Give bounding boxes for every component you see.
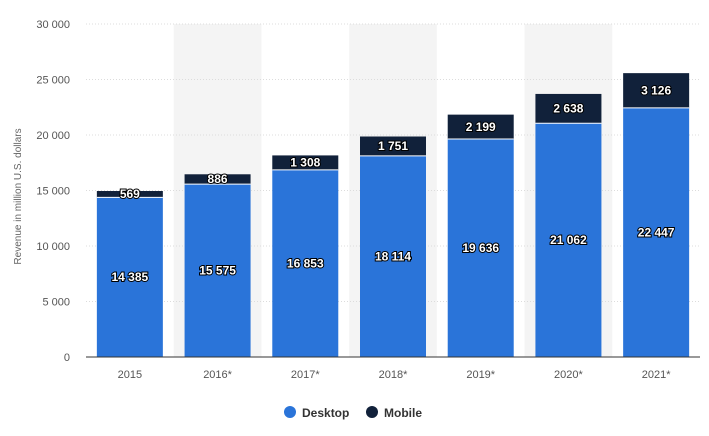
data-label-desktop: 15 575 — [199, 264, 236, 278]
y-tick-label: 10 000 — [36, 241, 70, 253]
bar-desktop[interactable] — [535, 123, 602, 358]
bars: 14 385 569 15 575 886 16 853 1 308 18 114 1 751… — [96, 73, 690, 358]
x-tick-label: 2016* — [203, 369, 232, 381]
data-label-mobile: 2 638 — [553, 102, 583, 116]
data-label-mobile: 1 751 — [378, 139, 408, 153]
bar-desktop[interactable] — [360, 155, 426, 357]
y-tick-label: 0 — [64, 352, 70, 364]
data-label-desktop: 22 447 — [638, 225, 675, 239]
data-label-mobile: 569 — [120, 187, 140, 201]
x-tick-label: 2020* — [554, 369, 583, 381]
legend-item[interactable]: Mobile — [366, 406, 422, 420]
legend-marker — [366, 406, 378, 418]
data-label-desktop: 18 114 — [375, 249, 411, 263]
y-axis-label: Revenue in million U.S. dollars — [13, 128, 24, 264]
data-label-desktop: 21 062 — [550, 233, 587, 247]
y-tick-label: 25 000 — [36, 75, 70, 87]
bar-mobile[interactable] — [447, 114, 514, 140]
y-tick-label: 20 000 — [36, 130, 70, 142]
data-label-mobile: 3 126 — [641, 83, 671, 97]
data-label-mobile: 886 — [208, 172, 228, 186]
bar-mobile[interactable] — [272, 155, 339, 170]
data-label-mobile: 2 199 — [466, 120, 496, 134]
bar-mobile[interactable] — [184, 174, 251, 185]
bar-mobile[interactable] — [535, 93, 602, 124]
y-tick-label: 5 000 — [42, 297, 70, 309]
x-tick-label: 2015 — [118, 369, 142, 381]
x-tick-label: 2021* — [642, 369, 671, 381]
bar-mobile[interactable] — [360, 136, 426, 156]
data-label-desktop: 19 636 — [462, 241, 499, 255]
y-tick-label: 30 000 — [36, 19, 70, 31]
legend-marker — [284, 406, 296, 418]
y-tick-label: 15 000 — [36, 186, 70, 198]
bar-desktop[interactable] — [623, 107, 690, 357]
bar-desktop[interactable] — [184, 184, 251, 357]
legend[interactable]: Desktop Mobile — [284, 406, 422, 420]
bar-desktop[interactable] — [96, 197, 163, 357]
x-tick-label: 2017* — [291, 369, 320, 381]
bar-desktop[interactable] — [447, 139, 514, 357]
data-label-desktop: 16 853 — [287, 256, 324, 270]
bar-desktop[interactable] — [272, 169, 339, 357]
data-label-mobile: 1 308 — [290, 156, 320, 170]
bar-mobile[interactable] — [623, 73, 690, 108]
legend-label: Mobile — [384, 406, 422, 420]
x-tick-label: 2018* — [379, 369, 408, 381]
legend-label: Desktop — [302, 406, 349, 420]
y-axis-ticks: 0 5 000 10 000 15 000 20 000 25 000 30 000 — [36, 19, 70, 364]
data-label-desktop: 14 385 — [112, 270, 149, 284]
x-axis-ticks: 2015 2016* 2017* 2018* 2019* 2020* 2021* — [118, 369, 672, 381]
legend-item[interactable]: Desktop — [284, 406, 349, 420]
x-tick-label: 2019* — [466, 369, 495, 381]
bar-mobile[interactable] — [96, 191, 163, 198]
